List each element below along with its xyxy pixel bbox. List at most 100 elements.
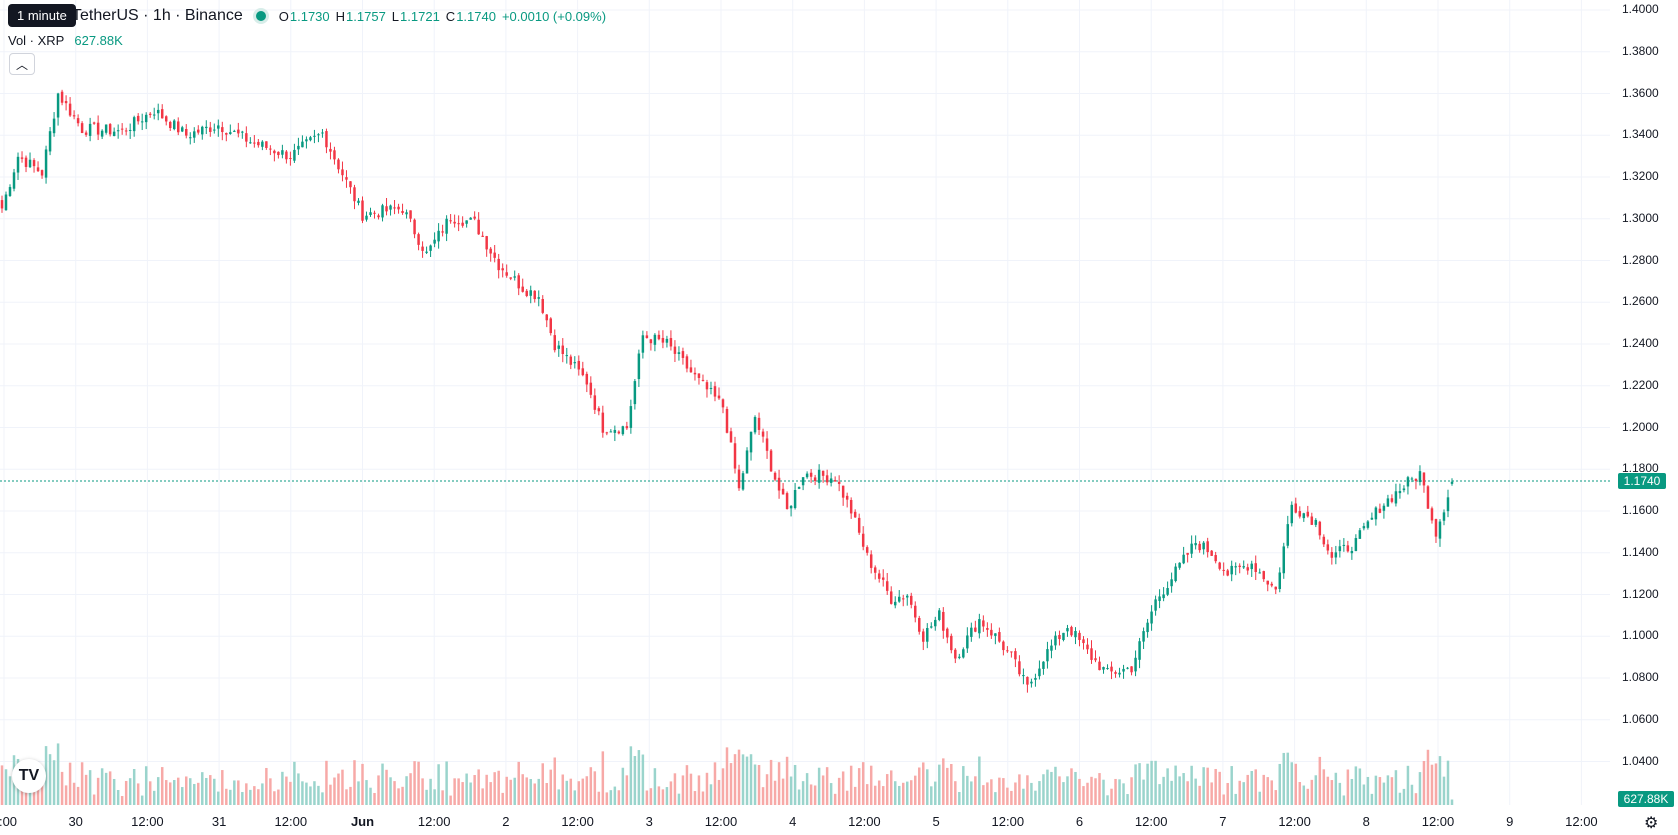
candle-body xyxy=(8,187,12,196)
volume-bar xyxy=(841,771,845,805)
volume-bar xyxy=(277,789,280,805)
candle-body xyxy=(593,395,597,410)
volume-bar xyxy=(465,773,468,805)
volume-bar xyxy=(56,743,60,805)
chevron-up-icon: ︿ xyxy=(15,57,28,72)
candle-body xyxy=(413,219,416,235)
volume-bar xyxy=(128,778,132,805)
candle-body xyxy=(1286,524,1290,546)
volume-bar xyxy=(76,786,80,805)
candle-body xyxy=(449,220,452,222)
candle-body xyxy=(994,633,997,636)
volume-bar xyxy=(621,767,625,805)
volume-bar xyxy=(425,789,428,805)
candle-body xyxy=(533,290,536,300)
settings-gear-icon[interactable]: ⚙ xyxy=(1644,815,1659,832)
candle-body xyxy=(1070,626,1073,636)
candle-body xyxy=(617,431,621,434)
candle-body xyxy=(829,478,833,483)
symbol-title[interactable]: TetherUS · 1h · Binance xyxy=(72,7,243,24)
volume-bar xyxy=(529,779,532,805)
candle-body xyxy=(821,470,825,476)
candle-body xyxy=(950,635,953,651)
candle-body xyxy=(120,128,124,130)
volume-bar xyxy=(48,754,52,805)
candle-body xyxy=(1330,552,1334,558)
volume-bar xyxy=(1194,778,1197,805)
ohlc-close: C1.1740 xyxy=(445,8,496,24)
candle-body xyxy=(285,151,288,160)
candle-body xyxy=(1346,545,1350,552)
volume-bar xyxy=(1210,782,1213,805)
volume-bar xyxy=(1286,752,1290,805)
candle-body xyxy=(1314,519,1318,525)
volume-bar xyxy=(765,774,769,805)
volume-bar xyxy=(541,763,544,805)
volume-bar xyxy=(52,760,56,805)
candle-body xyxy=(433,239,436,244)
candle-body xyxy=(761,431,765,437)
candle-body xyxy=(581,368,585,376)
candle-body xyxy=(601,412,605,433)
candle-body xyxy=(201,126,204,135)
volume-bar xyxy=(1154,760,1157,805)
candle-body xyxy=(493,252,496,258)
candle-body xyxy=(309,137,312,141)
candle-body xyxy=(1358,530,1362,539)
tradingview-logo-icon[interactable]: TV xyxy=(12,759,46,793)
time-label: 5 xyxy=(932,814,940,829)
volume-bar xyxy=(557,789,561,805)
candle-body xyxy=(721,399,725,408)
candle-body xyxy=(1122,668,1125,672)
time-label: 4 xyxy=(789,814,797,829)
candle-body xyxy=(453,221,456,224)
candle-body xyxy=(757,417,761,430)
volume-label[interactable]: Vol · XRP xyxy=(8,32,65,48)
volume-bar xyxy=(373,792,376,805)
volume-bar xyxy=(1250,771,1253,805)
price-label: 1.2200 xyxy=(1622,377,1659,392)
candle-body xyxy=(1414,478,1418,482)
candle-body xyxy=(513,276,516,278)
volume-bar xyxy=(1130,777,1133,805)
candle-body xyxy=(1306,511,1310,517)
volume-bar xyxy=(553,757,557,805)
candle-body xyxy=(156,109,160,114)
volume-bar xyxy=(1026,775,1029,805)
volume-bar xyxy=(1346,769,1350,805)
volume-bar xyxy=(401,786,404,805)
volume-bar xyxy=(521,774,524,805)
volume-bar xyxy=(601,751,605,805)
candle-body xyxy=(1010,651,1013,653)
candle-body xyxy=(785,493,789,510)
candle-body xyxy=(189,137,192,139)
candle-body xyxy=(1266,580,1269,585)
candle-body xyxy=(1094,658,1097,661)
candle-body xyxy=(381,205,384,218)
candle-body xyxy=(56,93,60,118)
candlestick-series xyxy=(0,89,1454,693)
candle-body xyxy=(261,141,264,147)
volume-bar xyxy=(1158,784,1161,805)
volume-bar xyxy=(805,773,809,805)
candle-body xyxy=(990,629,993,636)
collapse-legend-button[interactable]: ︿ xyxy=(9,53,35,75)
volume-bar xyxy=(345,789,348,805)
candle-body xyxy=(1342,544,1346,546)
volume-bar xyxy=(990,779,993,805)
volume-bar xyxy=(1234,793,1237,805)
candle-body xyxy=(293,149,296,161)
candle-body xyxy=(425,251,428,253)
candle-body xyxy=(80,123,84,134)
volume-bar xyxy=(861,762,865,805)
time-label: 12:00 xyxy=(561,814,594,829)
candle-body xyxy=(44,149,48,178)
candle-body xyxy=(245,133,248,142)
volume-bar xyxy=(253,786,256,805)
candle-body xyxy=(1434,519,1438,537)
candle-body xyxy=(269,148,272,150)
candle-body xyxy=(369,212,372,215)
candle-body xyxy=(229,132,232,134)
volume-bar xyxy=(321,792,324,805)
